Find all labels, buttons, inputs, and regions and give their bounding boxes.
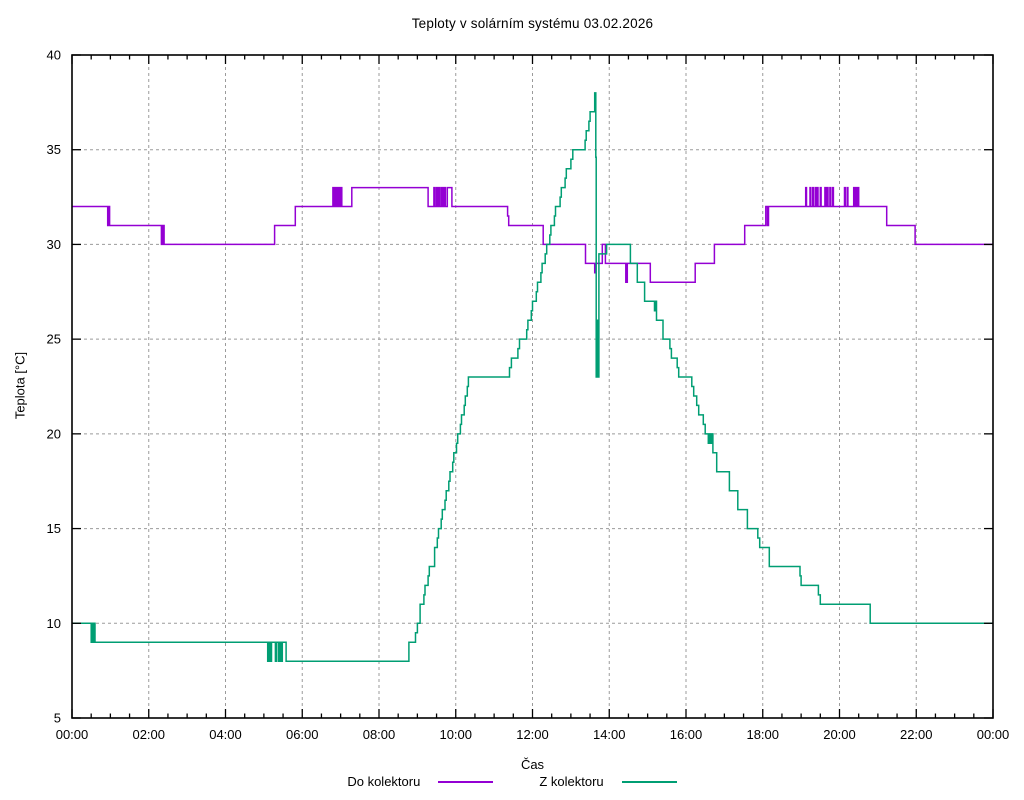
y-tick-label: 20 xyxy=(47,426,61,441)
x-tick-label: 00:00 xyxy=(56,727,89,742)
x-tick-label: 22:00 xyxy=(900,727,933,742)
legend-line-do-kolektoru xyxy=(438,780,494,783)
y-tick-label: 25 xyxy=(47,332,61,347)
x-tick-label: 08:00 xyxy=(363,727,396,742)
y-tick-label: 30 xyxy=(47,237,61,252)
x-tick-label: 16:00 xyxy=(670,727,703,742)
x-tick-label: 18:00 xyxy=(746,727,779,742)
legend-label-z-kolektoru: Z kolektoru xyxy=(539,774,604,789)
legend-item-do-kolektoru: Do kolektoru xyxy=(347,774,494,789)
legend-line-z-kolektoru xyxy=(621,780,677,783)
legend: Do kolektoru Z kolektoru xyxy=(0,774,1024,789)
y-tick-label: 5 xyxy=(54,711,61,726)
legend-label-do-kolektoru: Do kolektoru xyxy=(347,774,421,789)
series-do-kolektoru xyxy=(72,186,993,284)
x-tick-label: 12:00 xyxy=(516,727,549,742)
x-tick-label: 04:00 xyxy=(209,727,242,742)
legend-item-z-kolektoru: Z kolektoru xyxy=(539,774,677,789)
series-z-kolektoru xyxy=(72,92,993,662)
y-tick-label: 35 xyxy=(47,142,61,157)
chart-title: Teploty v solárním systému 03.02.2026 xyxy=(411,16,654,31)
y-tick-label: 40 xyxy=(47,48,61,63)
x-axis-label: Čas xyxy=(520,757,545,772)
x-tick-label: 02:00 xyxy=(132,727,165,742)
x-tick-label: 10:00 xyxy=(439,727,472,742)
y-tick-label: 10 xyxy=(47,616,61,631)
y-tick-label: 15 xyxy=(47,521,61,536)
x-tick-label: 00:00 xyxy=(977,727,1010,742)
x-tick-label: 06:00 xyxy=(286,727,319,742)
x-tick-label: 14:00 xyxy=(593,727,626,742)
x-tick-label: 20:00 xyxy=(823,727,856,742)
